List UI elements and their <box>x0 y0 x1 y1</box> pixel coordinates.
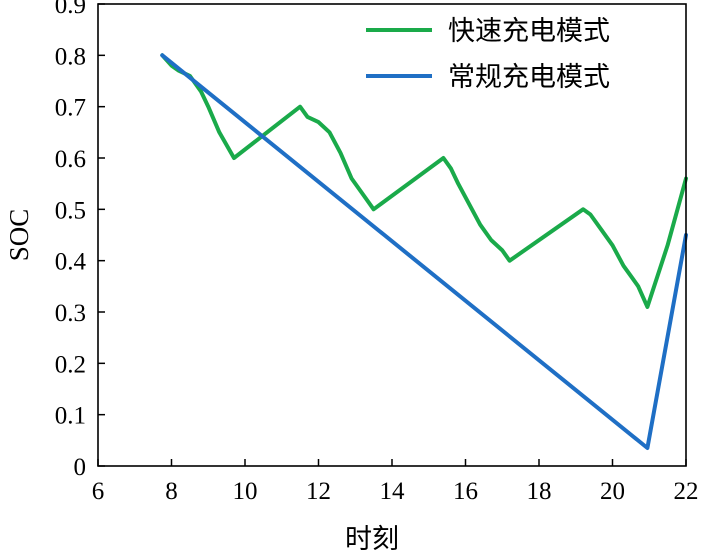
series-line-1 <box>160 53 688 450</box>
y-tick-label: 0.3 <box>55 300 86 327</box>
y-tick-label: 0.7 <box>55 95 86 122</box>
y-tick-labels: 0 0.1 0.2 0.3 0.4 0.5 0.6 0.7 0.8 0.9 <box>55 0 87 481</box>
y-axis-label: SOC <box>4 209 34 262</box>
legend-label-0: 快速充电模式 <box>448 16 610 47</box>
x-tick-label: 6 <box>92 478 105 505</box>
y-tick-label: 0.9 <box>55 0 86 19</box>
x-tick-label: 14 <box>380 478 406 505</box>
x-tick-labels: 6 8 10 12 14 16 18 20 22 <box>92 478 699 505</box>
y-tick-label: 0 <box>74 454 87 481</box>
axis-ticks <box>97 3 687 467</box>
y-tick-label: 0.2 <box>55 351 86 378</box>
x-tick-label: 10 <box>233 478 258 505</box>
plot-lines <box>160 53 688 450</box>
legend-label-1: 常规充电模式 <box>448 62 610 93</box>
y-tick-label: 0.5 <box>55 197 86 224</box>
y-tick-label: 0.4 <box>55 249 87 276</box>
x-tick-label: 20 <box>600 478 625 505</box>
x-tick-label: 16 <box>453 478 478 505</box>
y-tick-label: 0.6 <box>55 146 86 173</box>
x-tick-label: 8 <box>165 478 178 505</box>
x-axis-label: 时刻 <box>345 524 399 555</box>
x-tick-label: 18 <box>527 478 552 505</box>
y-tick-label: 0.1 <box>55 403 86 430</box>
y-tick-label: 0.8 <box>55 43 86 70</box>
series-line-0 <box>160 53 688 309</box>
x-tick-label: 12 <box>306 478 331 505</box>
x-tick-label: 22 <box>674 478 699 505</box>
